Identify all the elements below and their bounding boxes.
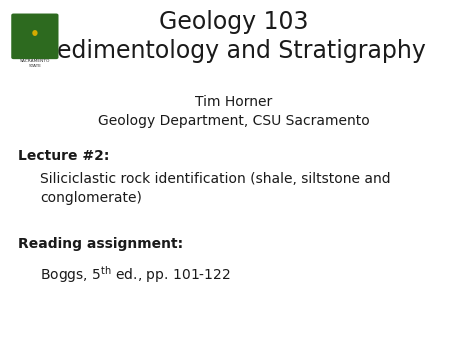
- Text: Boggs, 5$^{\mathregular{th}}$ ed., pp. 101-122: Boggs, 5$^{\mathregular{th}}$ ed., pp. 1…: [40, 264, 231, 285]
- Text: Geology 103
Sedimentology and Stratigraphy: Geology 103 Sedimentology and Stratigrap…: [42, 10, 426, 63]
- Text: Lecture #2:: Lecture #2:: [18, 149, 109, 163]
- Text: Tim Horner
Geology Department, CSU Sacramento: Tim Horner Geology Department, CSU Sacra…: [98, 95, 370, 128]
- Text: •: •: [30, 27, 40, 42]
- Text: Siliciclastic rock identification (shale, siltstone and
conglomerate): Siliciclastic rock identification (shale…: [40, 172, 391, 205]
- Text: Reading assignment:: Reading assignment:: [18, 237, 183, 250]
- FancyBboxPatch shape: [11, 14, 59, 59]
- Text: SACRAMENTO
STATE: SACRAMENTO STATE: [20, 59, 50, 68]
